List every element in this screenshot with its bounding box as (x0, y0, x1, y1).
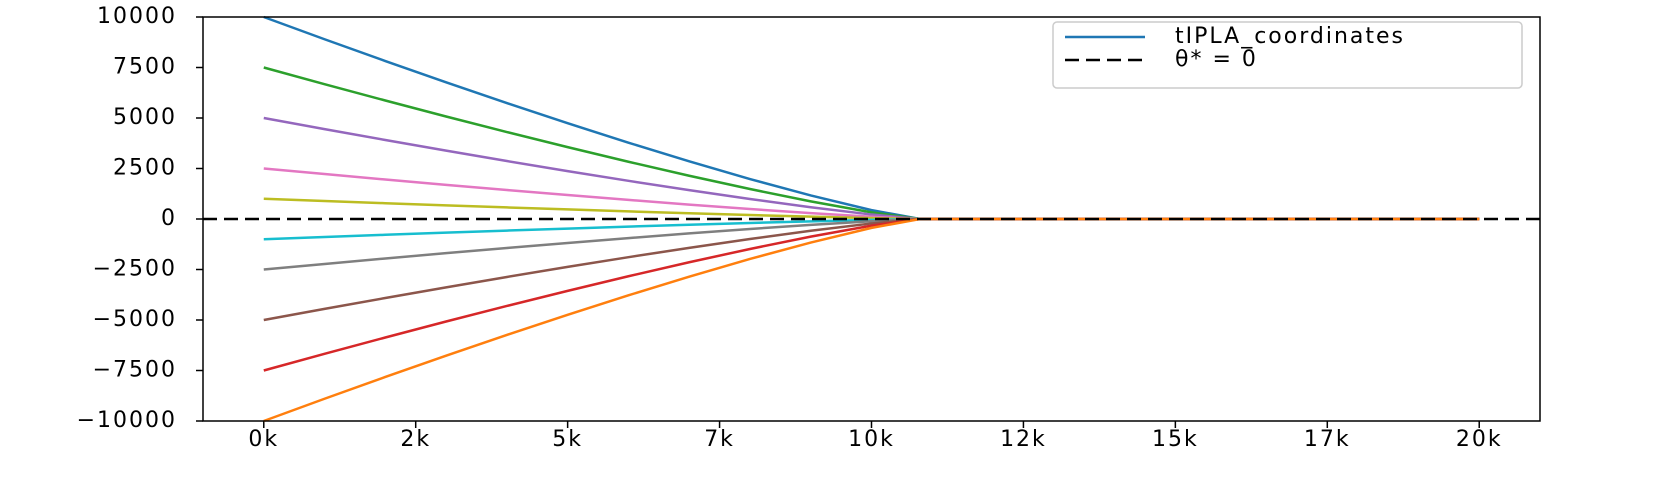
y-tick-label: −7500 (93, 358, 177, 383)
x-tick-label: 7k (704, 427, 735, 452)
y-tick-label: 10000 (97, 4, 177, 29)
axes-frame (202, 16, 1541, 422)
x-tick-label: 0k (248, 427, 279, 452)
x-tick-label: 15k (1152, 427, 1199, 452)
y-tick-label: 7500 (113, 55, 177, 80)
y-tick-label: 2500 (113, 156, 177, 181)
x-tick-label: 10k (848, 427, 895, 452)
series-line (263, 217, 1480, 241)
x-tick-label: 20k (1456, 427, 1503, 452)
series-line (263, 167, 1480, 221)
x-tick-label: 5k (552, 427, 583, 452)
legend-label: tIPLA_coordinates (1175, 24, 1405, 49)
series-line (263, 15, 1480, 221)
series-line (263, 66, 1480, 221)
x-tick-label: 2k (400, 427, 431, 452)
legend-label: θ* = 0 (1175, 47, 1258, 72)
y-tick-label: −2500 (93, 257, 177, 282)
y-tick-label: −10000 (77, 408, 177, 433)
legend-box (1052, 21, 1523, 89)
series-line (263, 217, 1480, 322)
series-line (263, 217, 1480, 372)
series-line (263, 197, 1480, 221)
series-line (263, 116, 1480, 221)
y-tick-label: 0 (161, 206, 177, 231)
y-tick-label: −5000 (93, 307, 177, 332)
series-line (263, 217, 1480, 423)
x-tick-label: 12k (1000, 427, 1047, 452)
y-tick-label: 5000 (113, 105, 177, 130)
x-tick-label: 17k (1304, 427, 1351, 452)
series-line (263, 217, 1480, 271)
